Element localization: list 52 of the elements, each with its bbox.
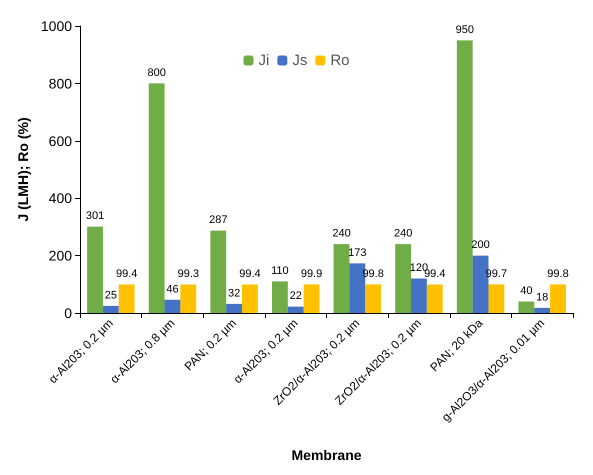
data-label: 22 (290, 290, 302, 302)
data-label: 110 (271, 264, 289, 277)
data-label: 287 (209, 214, 228, 226)
bar (426, 284, 443, 313)
bar (550, 284, 566, 313)
legend-label: Js (292, 52, 308, 69)
data-label: 99.4 (239, 268, 261, 280)
data-label: 40 (520, 285, 532, 298)
bar (395, 244, 412, 313)
y-tick-label: 1000 (40, 18, 72, 34)
bar (534, 308, 550, 313)
data-label: 800 (147, 66, 166, 79)
bar (87, 226, 103, 313)
bar (164, 300, 180, 313)
y-tick-label: 0 (64, 305, 72, 321)
y-tick-label: 200 (48, 248, 72, 264)
data-label: 18 (536, 291, 548, 304)
y-axis-title: J (LMH); Ro (%) (15, 117, 31, 222)
legend-label: Ji (258, 52, 270, 69)
bar (118, 284, 135, 313)
bar (304, 284, 320, 313)
data-label: 99.9 (300, 268, 322, 280)
data-label: 950 (456, 24, 474, 36)
bar (210, 230, 226, 313)
bar (365, 284, 382, 313)
data-label: 99.4 (424, 268, 446, 280)
data-label: 301 (86, 210, 104, 222)
data-label: 99.4 (116, 268, 138, 280)
data-label: 25 (104, 289, 117, 302)
y-tick-label: 800 (48, 75, 72, 92)
data-label: 240 (394, 228, 412, 240)
bar (148, 83, 165, 313)
bar (518, 302, 534, 313)
bar (180, 284, 196, 313)
data-label: 240 (332, 228, 351, 240)
bar (334, 244, 350, 313)
x-axis-title: Membrane (292, 447, 362, 463)
bar (102, 306, 119, 313)
bar (226, 304, 242, 313)
data-label: 99.3 (178, 268, 199, 280)
legend-label: Ro (330, 52, 350, 69)
y-tick-label: 600 (48, 132, 72, 149)
bar (272, 281, 288, 313)
bar (288, 306, 304, 313)
bar (488, 284, 504, 313)
data-label: 32 (228, 287, 240, 300)
bar (456, 40, 473, 313)
data-label: 99.8 (547, 268, 569, 280)
y-tick-label: 400 (48, 190, 72, 206)
bar (242, 284, 258, 313)
bar (411, 278, 427, 313)
data-label: 46 (166, 283, 179, 296)
